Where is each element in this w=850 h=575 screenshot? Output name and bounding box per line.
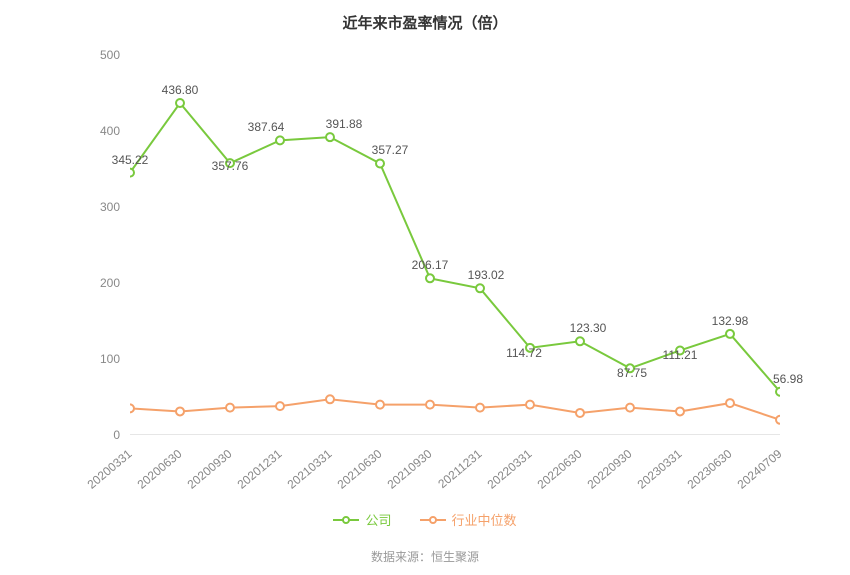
x-tick-label: 20230331	[635, 447, 685, 492]
legend-marker	[333, 514, 359, 526]
source-name: 恒生聚源	[431, 550, 479, 564]
x-tick-label: 20210930	[385, 447, 435, 492]
data-point-label: 193.02	[468, 268, 505, 282]
x-tick-label: 20201231	[235, 447, 285, 492]
chart-title: 近年来市盈率情况（倍）	[0, 0, 850, 33]
data-point-label: 111.21	[663, 348, 698, 362]
data-point-label: 114.72	[506, 346, 542, 360]
x-tick-label: 20200630	[135, 447, 185, 492]
y-tick-label: 0	[70, 428, 120, 442]
data-point-label: 206.17	[412, 258, 449, 272]
x-tick-label: 20200930	[185, 447, 235, 492]
x-tick-label: 20210630	[335, 447, 385, 492]
data-source: 数据来源：恒生聚源	[0, 548, 850, 565]
x-tick-label: 20240709	[735, 447, 785, 492]
y-tick-label: 300	[70, 200, 120, 214]
chart-svg	[130, 55, 780, 435]
data-point-label: 123.30	[570, 321, 607, 335]
data-point-label: 357.76	[212, 159, 249, 173]
x-tick-label: 20220331	[485, 447, 535, 492]
data-point-label: 132.98	[712, 314, 749, 328]
legend-label: 行业中位数	[452, 510, 517, 529]
data-point-label: 387.64	[248, 120, 285, 134]
chart-plot-area: 0100200300400500202003312020063020200930…	[130, 55, 780, 435]
data-point-label: 357.27	[372, 143, 409, 157]
x-tick-label: 20211231	[435, 447, 484, 491]
y-tick-label: 100	[70, 352, 120, 366]
legend-marker	[420, 514, 446, 526]
data-point-label: 436.80	[162, 83, 199, 97]
x-tick-label: 20220630	[535, 447, 585, 492]
x-tick-label: 20210331	[285, 447, 335, 492]
data-point-label: 56.98	[773, 372, 803, 386]
y-tick-label: 200	[70, 276, 120, 290]
y-tick-label: 500	[70, 48, 120, 62]
data-point-label: 391.88	[326, 117, 363, 131]
legend-item[interactable]: 行业中位数	[420, 510, 517, 529]
legend-label: 公司	[365, 510, 391, 529]
source-prefix: 数据来源：	[371, 550, 431, 564]
x-tick-label: 20200331	[85, 447, 135, 492]
x-tick-label: 20220930	[585, 447, 635, 492]
data-point-label: 345.22	[112, 153, 149, 167]
y-tick-label: 400	[70, 124, 120, 138]
legend-item[interactable]: 公司	[333, 510, 391, 529]
x-tick-label: 20230630	[685, 447, 735, 492]
data-point-label: 87.75	[617, 366, 647, 380]
legend: 公司 行业中位数	[0, 510, 850, 529]
